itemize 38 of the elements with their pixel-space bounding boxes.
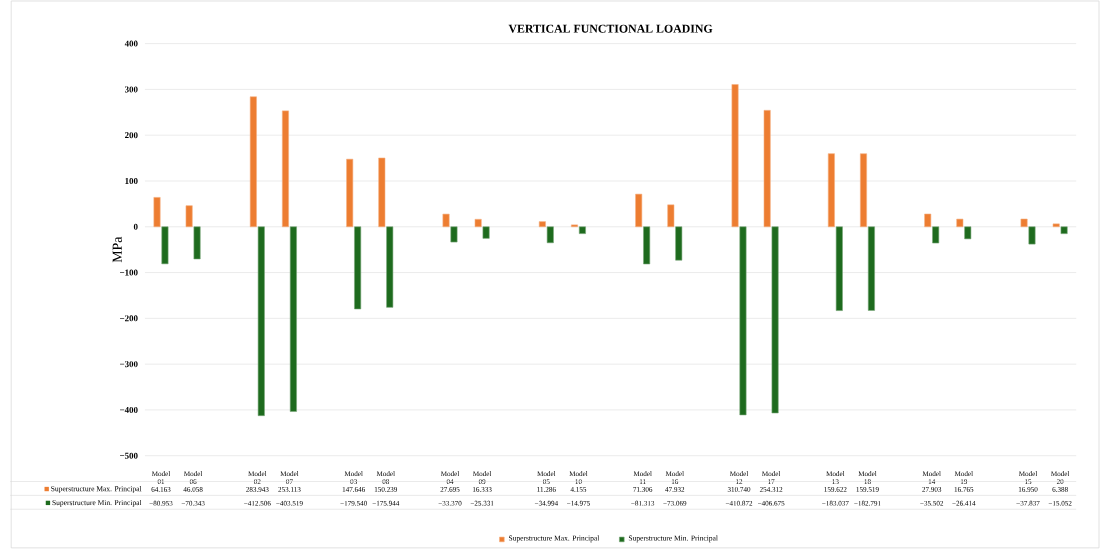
- bar: [450, 226, 458, 243]
- bar: [956, 219, 964, 228]
- bar: [763, 110, 771, 228]
- bar: [771, 226, 779, 414]
- bar: [1060, 226, 1068, 235]
- bar: [474, 219, 482, 228]
- bar: [161, 226, 169, 265]
- bar: [538, 221, 546, 228]
- bar: [257, 226, 265, 417]
- bar: [282, 110, 289, 228]
- bar: [578, 226, 586, 235]
- bar: [932, 226, 940, 244]
- bar: [827, 153, 835, 228]
- bar: [482, 226, 490, 239]
- bar: [346, 159, 354, 228]
- bar: [249, 96, 257, 228]
- bar: [635, 194, 643, 228]
- bar: [667, 204, 675, 228]
- bar: [378, 157, 386, 228]
- bar: [924, 213, 932, 228]
- bar: [386, 226, 394, 308]
- bar: [643, 226, 651, 265]
- bar: [835, 226, 843, 312]
- bar: [442, 214, 450, 228]
- bar: [860, 153, 867, 228]
- bar: [546, 226, 554, 244]
- bar: [1020, 218, 1028, 228]
- bar: [153, 197, 161, 228]
- bar: [731, 84, 739, 228]
- bar: [867, 226, 875, 312]
- bar: [354, 226, 362, 310]
- bar: [964, 226, 972, 240]
- bar: [193, 226, 201, 260]
- bar: [739, 226, 747, 416]
- bar: [289, 226, 297, 413]
- bar: [1028, 226, 1036, 245]
- bar: [185, 205, 193, 228]
- bar: [675, 226, 683, 261]
